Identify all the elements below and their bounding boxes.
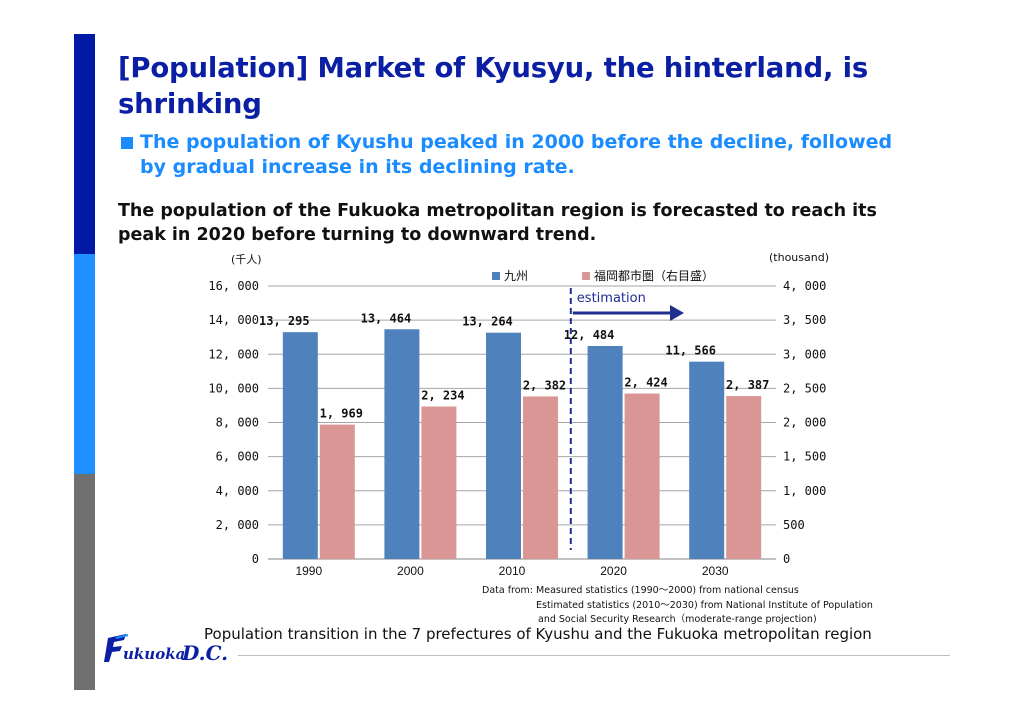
- x-tick-label: 2010: [499, 564, 526, 578]
- left-tick-label: 4, 000: [216, 484, 259, 498]
- legend-swatch-kyushu: [492, 271, 500, 280]
- left-tick-label: 16, 000: [208, 279, 259, 293]
- data-label-kyushu: 11, 566: [665, 344, 716, 358]
- legend-item-fukuoka: 福岡都市圏（右目盛）: [582, 267, 714, 284]
- x-tick-label: 1990: [295, 564, 322, 578]
- left-tick-label: 10, 000: [208, 381, 259, 395]
- data-label-kyushu: 13, 464: [361, 311, 412, 325]
- bullet-point: The population of Kyushu peaked in 2000 …: [118, 130, 898, 180]
- svg-text:D.C.: D.C.: [181, 641, 228, 665]
- estimation-label: estimation: [577, 291, 646, 306]
- legend-item-kyushu: 九州: [492, 267, 528, 284]
- legend-label-fukuoka: 福岡都市圏（右目盛）: [594, 269, 715, 283]
- footer-divider: [238, 655, 950, 656]
- bar-fukuoka: [523, 396, 558, 559]
- right-tick-label: 0: [783, 552, 790, 566]
- left-tick-label: 12, 000: [208, 347, 259, 361]
- bullet-square-icon: [121, 137, 133, 149]
- right-tick-label: 4, 000: [783, 279, 826, 293]
- data-label-fukuoka: 1, 969: [320, 407, 363, 421]
- left-tick-label: 0: [252, 552, 259, 566]
- bar-kyushu: [282, 332, 318, 559]
- side-bar-bottom: [74, 474, 95, 690]
- bar-kyushu: [587, 345, 623, 559]
- left-tick-label: 6, 000: [216, 450, 259, 464]
- right-tick-label: 1, 500: [783, 450, 826, 464]
- bar-fukuoka: [726, 396, 762, 559]
- data-label-kyushu: 13, 295: [259, 314, 310, 328]
- source-line-2: Estimated statistics (2010～2030) from Na…: [536, 599, 873, 611]
- right-tick-label: 2, 500: [783, 381, 826, 395]
- right-tick-label: 3, 000: [783, 347, 826, 361]
- legend-swatch-fukuoka: [582, 271, 590, 280]
- data-label-fukuoka: 2, 234: [421, 389, 464, 403]
- svg-text:ukuoka: ukuoka: [123, 645, 185, 663]
- right-tick-label: 3, 500: [783, 313, 826, 327]
- estimation-arrow-head-icon: [670, 305, 684, 321]
- right-axis-unit: (thousand): [769, 251, 829, 264]
- source-line-3: and Social Security Research（moderate-ra…: [538, 614, 817, 625]
- source-line-1: Data from: Measured statistics (1990～200…: [482, 585, 799, 596]
- source-note: Data from: Measured statistics (1990～200…: [482, 584, 873, 628]
- right-tick-label: 1, 000: [783, 484, 826, 498]
- left-tick-label: 2, 000: [216, 518, 259, 532]
- left-tick-label: 8, 000: [216, 416, 259, 430]
- data-label-kyushu: 12, 484: [564, 328, 615, 342]
- data-label-fukuoka: 2, 382: [523, 378, 566, 392]
- chart-legend: 九州 福岡都市圏（右目盛）: [0, 267, 1024, 283]
- bullet-text: The population of Kyushu peaked in 2000 …: [140, 131, 893, 178]
- bar-fukuoka: [421, 406, 457, 559]
- legend-label-kyushu: 九州: [504, 269, 529, 283]
- bar-kyushu: [689, 361, 725, 559]
- chart-caption: Population transition in the 7 prefectur…: [204, 625, 872, 643]
- bar-fukuoka: [624, 393, 660, 559]
- x-tick-label: 2030: [702, 564, 729, 578]
- data-label-fukuoka: 2, 387: [726, 378, 769, 392]
- fukuoka-dc-logo: ukuoka D.C.: [104, 634, 228, 665]
- data-label-fukuoka: 2, 424: [624, 376, 667, 390]
- left-tick-label: 14, 000: [208, 313, 259, 327]
- bar-kyushu: [384, 329, 420, 559]
- bar-fukuoka: [319, 424, 355, 559]
- side-bar-top: [74, 34, 95, 254]
- right-tick-label: 2, 000: [783, 416, 826, 430]
- data-label-kyushu: 13, 264: [462, 315, 513, 329]
- x-tick-label: 2020: [600, 564, 627, 578]
- bar-kyushu: [486, 332, 521, 559]
- left-axis-unit: (千人): [231, 253, 262, 266]
- body-text: The population of the Fukuoka metropolit…: [118, 201, 877, 245]
- slide-title: [Population] Market of Kyusyu, the hinte…: [118, 52, 868, 120]
- x-tick-label: 2000: [397, 564, 424, 578]
- right-tick-label: 500: [783, 518, 805, 532]
- side-bar-middle: [74, 254, 95, 474]
